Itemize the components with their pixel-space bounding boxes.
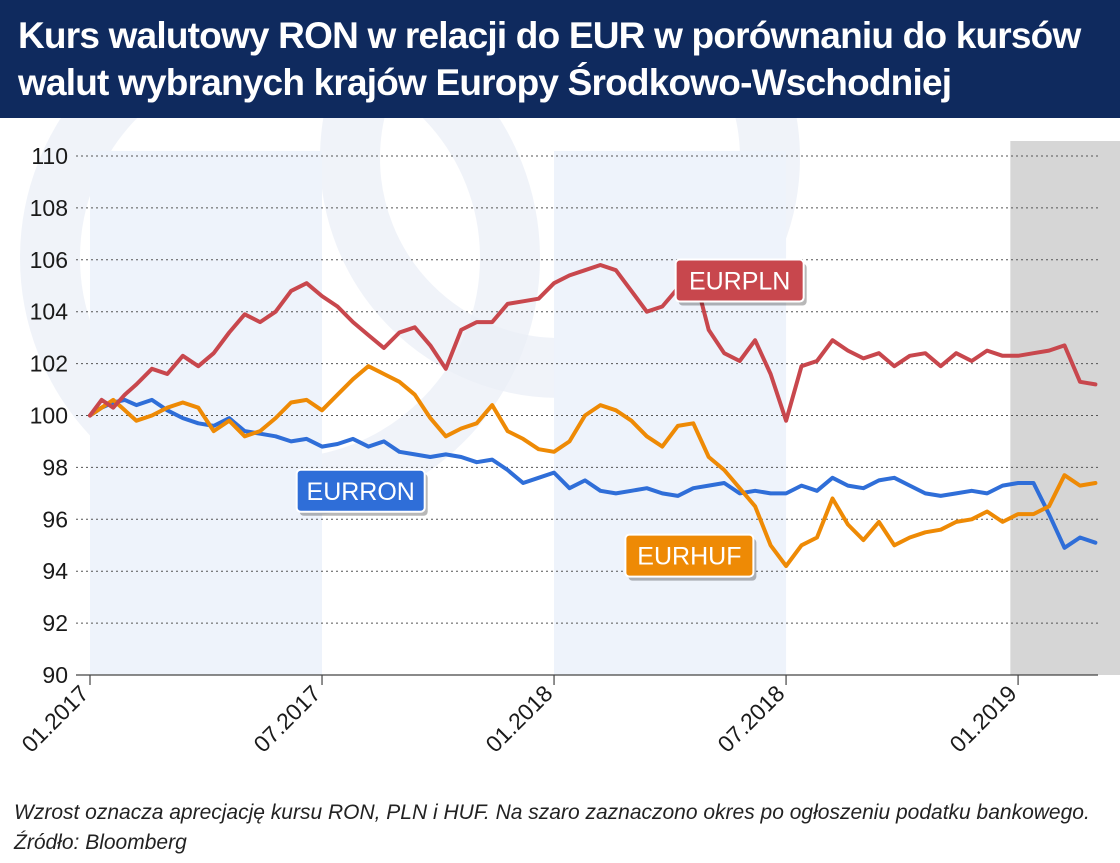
period-band-1 bbox=[90, 151, 323, 675]
y-tick-label: 96 bbox=[42, 506, 68, 532]
x-tick-label: 01.2018 bbox=[480, 680, 557, 757]
gridlines bbox=[76, 155, 1098, 676]
series-line-eurhuf bbox=[88, 364, 1098, 568]
line-chart: 90 92 94 96 98 100 102 104 106 108 110 01.2017 07.20… bbox=[16, 118, 1120, 757]
grey-shaded-period bbox=[1010, 141, 1120, 675]
y-tick-label: 110 bbox=[31, 143, 68, 169]
chart-title-line-2: walut wybranych krajów Europy Środkowo-W… bbox=[18, 62, 952, 103]
y-tick-label: 98 bbox=[42, 454, 68, 480]
y-tick-label: 100 bbox=[30, 403, 68, 429]
series-line-eurron bbox=[88, 397, 1098, 550]
chart-header: Kurs walutowy RON w relacji do EUR w por… bbox=[0, 0, 1120, 118]
background-layer bbox=[20, 118, 1120, 675]
label-box-eurpln: EURPLN bbox=[674, 258, 807, 306]
y-tick-label: 92 bbox=[42, 610, 68, 636]
footnote-text: Wzrost oznacza aprecjację kursu RON, PLN… bbox=[14, 801, 1090, 824]
chart-title: Kurs walutowy RON w relacji do EUR w por… bbox=[18, 12, 1108, 106]
source-text: Źródło: Bloomberg bbox=[14, 831, 187, 854]
y-tick-label: 106 bbox=[30, 247, 68, 273]
series-label-boxes: EURPLN EURRON EURHUF bbox=[295, 258, 807, 581]
series-label-eurpln: EURPLN bbox=[689, 268, 790, 296]
label-box-bg bbox=[295, 468, 426, 513]
footer-notes: Wzrost oznacza aprecjację kursu RON, PLN… bbox=[14, 798, 1114, 858]
series-label-eurron: EURRON bbox=[307, 478, 415, 506]
y-tick-label: 108 bbox=[30, 195, 68, 221]
y-tick-label: 104 bbox=[30, 299, 69, 325]
y-tick-label: 90 bbox=[42, 662, 68, 688]
x-tick-label: 01.2017 bbox=[16, 680, 93, 757]
label-box-eurhuf: EURHUF bbox=[624, 533, 757, 581]
period-band-2 bbox=[554, 151, 787, 675]
series-label-eurhuf: EURHUF bbox=[637, 543, 741, 571]
x-tick-label: 01.2019 bbox=[944, 680, 1021, 757]
series-line-eurpln bbox=[88, 263, 1098, 423]
label-box-eurron: EURRON bbox=[295, 468, 428, 516]
y-tick-label: 102 bbox=[30, 351, 68, 377]
x-tick-label: 07.2018 bbox=[712, 680, 789, 757]
x-tick-label: 07.2017 bbox=[248, 680, 325, 757]
chart-title-line-1: Kurs walutowy RON w relacji do EUR w por… bbox=[18, 15, 1081, 56]
label-box-bg bbox=[674, 258, 805, 303]
y-tick-label: 94 bbox=[42, 558, 68, 584]
label-box-bg bbox=[624, 533, 755, 578]
series-lines bbox=[88, 263, 1098, 568]
